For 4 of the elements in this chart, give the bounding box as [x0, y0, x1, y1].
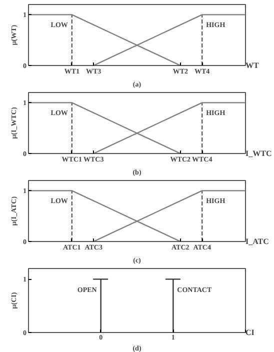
- x-axis-title: CI: [246, 328, 254, 337]
- x-axis-title: WT: [246, 61, 260, 70]
- x-axis-title: I_ATC: [246, 237, 270, 246]
- x-axis-title: I_WTC: [246, 149, 272, 158]
